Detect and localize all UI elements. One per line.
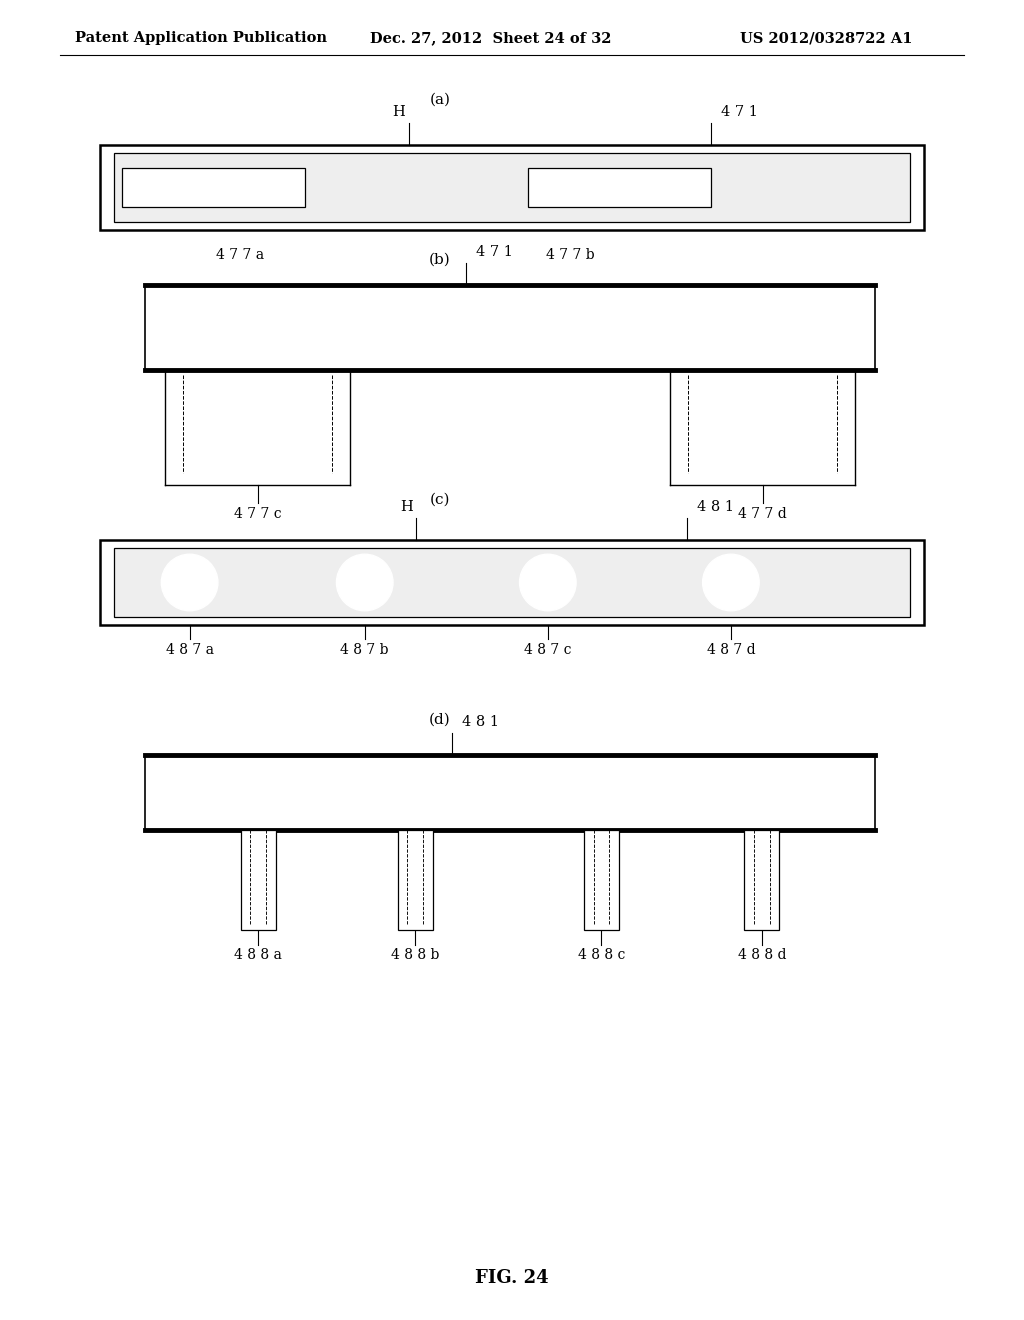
- Circle shape: [702, 554, 759, 611]
- Text: (b): (b): [429, 253, 451, 267]
- Bar: [584, 830, 618, 931]
- Bar: [114, 548, 910, 616]
- Text: 4 8 7 a: 4 8 7 a: [166, 643, 214, 657]
- Bar: [241, 830, 275, 931]
- Text: 4 8 8 c: 4 8 8 c: [578, 948, 625, 962]
- Bar: [145, 755, 874, 830]
- Text: 4 7 7 d: 4 7 7 d: [738, 507, 786, 521]
- Text: 4 8 1: 4 8 1: [697, 500, 734, 513]
- Text: 4 8 7 b: 4 8 7 b: [341, 643, 389, 657]
- Bar: [528, 168, 711, 207]
- Circle shape: [162, 554, 218, 611]
- Text: 4 7 7 b: 4 7 7 b: [546, 248, 594, 261]
- Text: 4 8 8 d: 4 8 8 d: [737, 948, 786, 962]
- Bar: [397, 830, 432, 931]
- Text: US 2012/0328722 A1: US 2012/0328722 A1: [740, 30, 912, 45]
- Bar: [122, 168, 305, 207]
- Text: H: H: [392, 106, 404, 119]
- Text: 4 8 7 d: 4 8 7 d: [707, 643, 756, 657]
- Text: 4 7 7 c: 4 7 7 c: [233, 507, 282, 521]
- Circle shape: [337, 554, 393, 611]
- Text: Patent Application Publication: Patent Application Publication: [75, 30, 327, 45]
- Circle shape: [519, 554, 577, 611]
- Text: 4 7 7 a: 4 7 7 a: [216, 248, 264, 261]
- Text: 4 8 8 b: 4 8 8 b: [391, 948, 439, 962]
- Text: (c): (c): [430, 492, 451, 507]
- Text: 4 8 8 a: 4 8 8 a: [234, 948, 282, 962]
- Text: Dec. 27, 2012  Sheet 24 of 32: Dec. 27, 2012 Sheet 24 of 32: [370, 30, 611, 45]
- Text: FIG. 24: FIG. 24: [475, 1269, 549, 1287]
- Text: 4 8 7 c: 4 8 7 c: [524, 643, 571, 657]
- Bar: [114, 153, 910, 222]
- Text: 4 8 1: 4 8 1: [462, 715, 499, 729]
- Text: (a): (a): [429, 92, 451, 107]
- Bar: [100, 145, 924, 230]
- Bar: [744, 830, 779, 931]
- Text: 4 7 1: 4 7 1: [721, 106, 758, 119]
- Bar: [145, 285, 874, 370]
- Bar: [100, 540, 924, 624]
- Text: (d): (d): [429, 713, 451, 727]
- Text: 4 7 1: 4 7 1: [476, 246, 513, 259]
- Text: H: H: [400, 500, 413, 513]
